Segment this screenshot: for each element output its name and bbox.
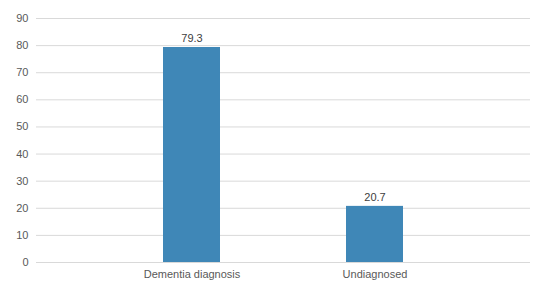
svg-text:0: 0 [22, 256, 28, 268]
svg-text:80: 80 [16, 39, 28, 51]
svg-text:Dementia diagnosis: Dementia diagnosis [144, 268, 241, 280]
svg-text:40: 40 [16, 148, 28, 160]
svg-text:30: 30 [16, 175, 28, 187]
svg-text:20.7: 20.7 [364, 191, 385, 203]
svg-text:60: 60 [16, 93, 28, 105]
svg-text:10: 10 [16, 229, 28, 241]
svg-text:70: 70 [16, 66, 28, 78]
svg-text:79.3: 79.3 [181, 32, 202, 44]
svg-text:Undiagnosed: Undiagnosed [343, 268, 408, 280]
svg-text:90: 90 [16, 12, 28, 24]
svg-text:50: 50 [16, 120, 28, 132]
svg-text:20: 20 [16, 202, 28, 214]
